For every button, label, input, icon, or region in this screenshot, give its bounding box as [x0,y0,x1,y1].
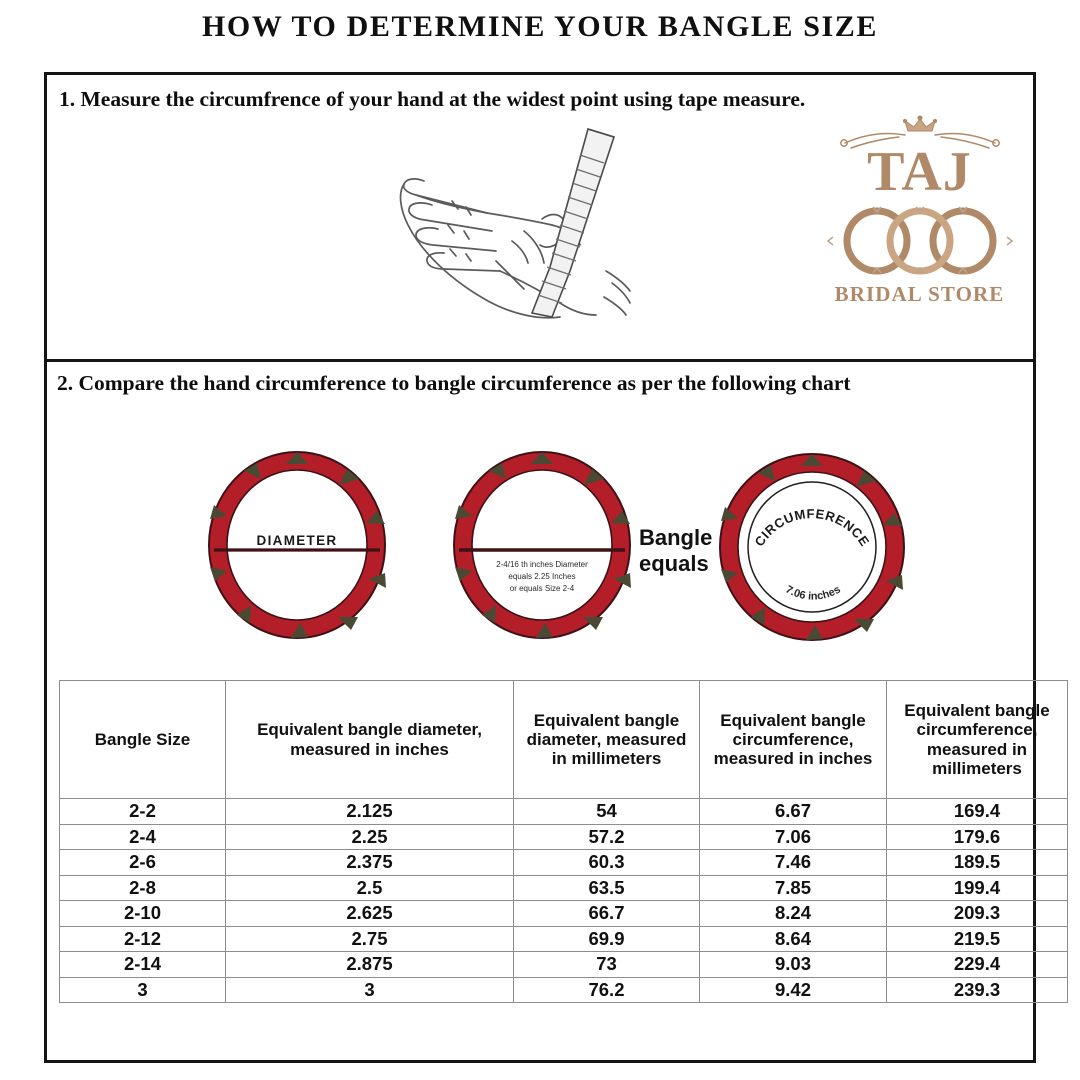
hand-tape-illustration [392,121,682,336]
table-header-row: Bangle Size Equivalent bangle diameter, … [59,680,1068,799]
size-note-line-2: equals 2.25 Inches [508,572,575,581]
table-cell: 189.5 [886,849,1068,876]
brand-logo: TAJ BRIDAL STORE [822,115,1017,345]
header-bangle-size: Bangle Size [59,680,226,799]
circumference-value: 7.06 inches [783,584,842,603]
bangle-size-table: Bangle Size Equivalent bangle diameter, … [59,680,1068,1003]
table-cell: 2.75 [225,925,514,952]
bangle-size-diagram: 2-4/16 th inches Diameter equals 2.25 In… [447,445,637,650]
table-cell: 76.2 [513,976,700,1003]
table-cell: 7.85 [699,874,887,901]
table-cell: 2-10 [59,900,226,927]
table-cell: 3 [225,976,514,1003]
table-cell: 6.67 [699,798,887,825]
table-cell: 69.9 [513,925,700,952]
bangle-equals-line-2: equals [639,550,709,576]
table-cell: 2.25 [225,823,514,850]
tape-measure-icon [530,127,616,318]
table-row: 2-10 2.625 66.7 8.24 209.3 [59,900,1068,927]
table-cell: 57.2 [513,823,700,850]
size-note-line-3: or equals Size 2-4 [510,584,575,593]
table-row: 2-12 2.75 69.9 8.64 219.5 [59,925,1068,952]
table-cell: 179.6 [886,823,1068,850]
table-cell: 2-6 [59,849,226,876]
table-cell: 9.03 [699,951,887,978]
table-cell: 2.375 [225,849,514,876]
table-cell: 2-14 [59,951,226,978]
table-cell: 2.625 [225,900,514,927]
three-rings-icon [822,201,1017,279]
table-cell: 3 [59,976,226,1003]
table-cell: 219.5 [886,925,1068,952]
table-row: 2-4 2.25 57.2 7.06 179.6 [59,823,1068,850]
header-circumference-in: Equivalent bangle circumference, measure… [699,680,887,799]
header-circumference-mm: Equivalent bangle circumference, measure… [886,680,1068,799]
table-cell: 2.5 [225,874,514,901]
table-row: 2-6 2.375 60.3 7.46 189.5 [59,849,1068,876]
table-cell: 73 [513,951,700,978]
panel-divider [47,359,1033,362]
page-title: HOW TO DETERMINE YOUR BANGLE SIZE [201,10,878,43]
table-cell: 9.42 [699,976,887,1003]
crown-ornament-icon [822,115,1017,149]
table-cell: 169.4 [886,798,1068,825]
diameter-label: DIAMETER [257,533,338,548]
table-row: 2-8 2.5 63.5 7.85 199.4 [59,874,1068,901]
table-cell: 239.3 [886,976,1068,1003]
step-1-text: 1. Measure the circumfrence of your hand… [59,87,806,111]
table-row: 2-14 2.875 73 9.03 229.4 [59,951,1068,978]
table-cell: 2-4 [59,823,226,850]
bangle-diagrams: DIAMETER [47,435,1033,670]
table-cell: 8.24 [699,900,887,927]
table-cell: 229.4 [886,951,1068,978]
chart-frame: 1. Measure the circumfrence of your hand… [44,72,1068,1063]
header-diameter-mm: Equivalent bangle diameter, measured in … [513,680,700,799]
bangle-circumference-diagram: CIRCUMFERENCE 7.06 inches [712,447,912,652]
table-cell: 199.4 [886,874,1068,901]
table-body: 2-2 2.125 54 6.67 169.4 2-4 2.25 57.2 7.06 179.6 2… [59,798,1068,1003]
table-cell: 54 [513,798,700,825]
header-diameter-inches: Equivalent bangle diameter, measured in … [225,680,514,799]
table-cell: 2-2 [59,798,226,825]
bangle-diameter-diagram: DIAMETER [202,445,392,650]
hand-icon [399,127,631,319]
table-cell: 2.875 [225,951,514,978]
table-cell: 66.7 [513,900,700,927]
table-cell: 7.46 [699,849,887,876]
logo-subtitle: BRIDAL STORE [834,281,1005,306]
bangle-equals-label: Bangle equals [639,525,731,577]
table-cell: 8.64 [699,925,887,952]
size-note-line-1: 2-4/16 th inches Diameter [496,560,588,569]
logo-wordmark: TAJ [867,141,972,203]
bangle-equals-line-1: Bangle [639,525,713,550]
step-2-text: 2. Compare the hand circumference to ban… [57,371,851,395]
table-cell: 209.3 [886,900,1068,927]
ring-pattern [208,451,386,639]
table-row: 2-2 2.125 54 6.67 169.4 [59,798,1068,825]
table-cell: 60.3 [513,849,700,876]
table-cell: 2-8 [59,874,226,901]
table-cell: 7.06 [699,823,887,850]
table-row: 3 3 76.2 9.42 239.3 [59,976,1068,1003]
table-cell: 63.5 [513,874,700,901]
table-cell: 2-12 [59,925,226,952]
table-cell: 2.125 [225,798,514,825]
